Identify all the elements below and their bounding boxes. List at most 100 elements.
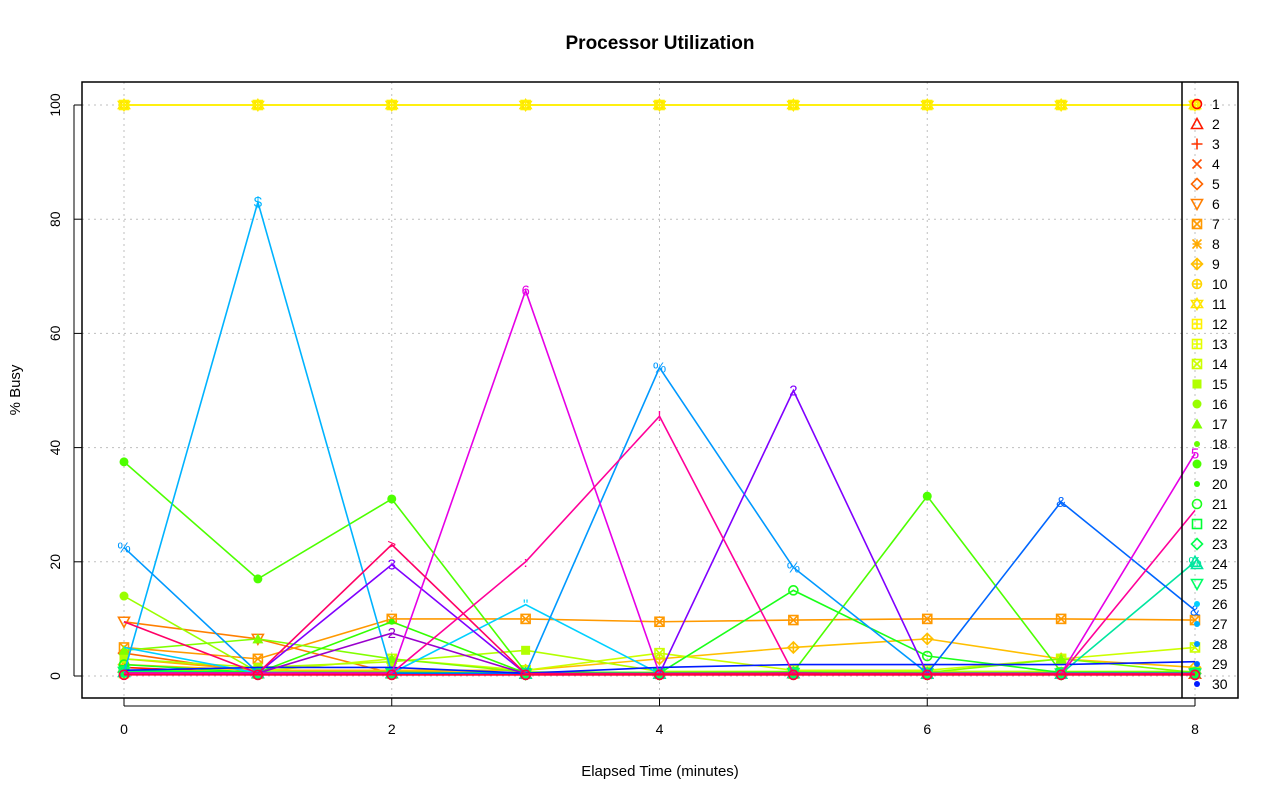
x-tick-label: 2 (388, 721, 396, 737)
point-label: % (117, 540, 130, 557)
series-lines (117, 97, 1202, 681)
x-tick-label: 4 (656, 721, 664, 737)
y-tick-label: 60 (47, 325, 63, 341)
x-tick-label: 8 (1191, 721, 1199, 737)
series-line-30 (123, 660, 1196, 674)
legend-item-4: 4 (1191, 156, 1220, 172)
legend-item-16: 16 (1192, 396, 1228, 412)
point-12-2 (386, 99, 398, 111)
point-7-3 (520, 613, 531, 625)
legend-label: 2 (1212, 116, 1220, 132)
legend-label: 26 (1212, 596, 1228, 612)
legend-label: 18 (1212, 436, 1228, 452)
legend-item-7: 7 (1191, 216, 1220, 232)
legend-marker (1190, 296, 1204, 312)
point-36-2 (386, 669, 398, 681)
legend-label: 27 (1212, 616, 1228, 632)
point-12-6 (921, 99, 933, 111)
legend-item-21: 21 (1191, 496, 1228, 512)
point-9-5 (786, 640, 801, 655)
legend-label: 1 (1212, 96, 1220, 112)
point-36-6 (921, 669, 933, 681)
point-36-1 (252, 669, 264, 681)
series-line-35 (123, 543, 1195, 675)
legend-item-18: 18 (1194, 436, 1228, 452)
point-label: $ (254, 194, 263, 211)
legend-marker (1191, 498, 1203, 510)
point-label: % (653, 360, 666, 377)
legend-marker (1192, 459, 1202, 469)
legend-item-2: 2 (1190, 116, 1220, 132)
legend-item-9: 9 (1190, 256, 1220, 272)
legend-marker (1194, 641, 1200, 647)
legend-label: 17 (1212, 416, 1228, 432)
point-label: 2 (388, 625, 396, 642)
legend-marker (1191, 318, 1203, 330)
legend-label: 7 (1212, 216, 1220, 232)
legend-label: 25 (1212, 576, 1228, 592)
legend-label: 11 (1212, 296, 1227, 312)
legend-label: 19 (1212, 456, 1228, 472)
point-16-0 (119, 591, 129, 601)
legend-marker (1190, 537, 1204, 551)
legend-item-23: 23 (1190, 536, 1228, 552)
y-axis-label: % Busy (7, 364, 24, 415)
legend-marker (1191, 338, 1203, 350)
legend-item-22: 22 (1191, 516, 1228, 532)
point-17-7 (1055, 653, 1067, 664)
point-7-7 (1055, 613, 1067, 625)
legend-item-5: 5 (1190, 176, 1220, 192)
legend-label: 30 (1212, 676, 1228, 692)
point-label: & (1056, 494, 1066, 511)
x-tick-label: 0 (120, 721, 128, 737)
legend-marker (1190, 198, 1204, 212)
legend-item-14: 14 (1191, 356, 1228, 372)
point-7-5 (788, 614, 799, 626)
point-12-5 (788, 99, 799, 111)
legend-item-6: 6 (1190, 196, 1220, 212)
legend-item-1: 1 (1191, 96, 1220, 112)
legend-marker (1191, 518, 1203, 530)
point-7-6 (921, 613, 933, 625)
legend-item-20: 20 (1194, 476, 1228, 492)
point-label: 5 (1191, 445, 1199, 462)
legend-marker (1191, 418, 1203, 429)
legend-item-28: 28 (1194, 636, 1228, 652)
legend-marker (1190, 556, 1204, 570)
legend-label: 12 (1212, 316, 1228, 332)
point-12-7 (1055, 99, 1067, 111)
point-12-4 (654, 99, 665, 111)
series-12 (118, 99, 1201, 111)
legend-item-27: 27 (1194, 616, 1228, 632)
legend-marker (1194, 661, 1200, 667)
point-label: > (387, 537, 396, 554)
legend-item-8: 8 (1191, 236, 1220, 252)
legend-marker (1191, 278, 1203, 290)
legend-label: 5 (1212, 176, 1220, 192)
legend-item-3: 3 (1191, 136, 1220, 152)
legend-marker (1192, 379, 1202, 389)
legend-marker (1190, 578, 1204, 592)
legend-label: 21 (1212, 496, 1228, 512)
legend-item-30: 30 (1194, 676, 1228, 692)
legend-marker (1191, 138, 1203, 150)
point-17-1 (252, 633, 264, 644)
legend-item-13: 13 (1191, 336, 1228, 352)
legend-item-11: 11 (1190, 296, 1227, 312)
legend-label: 23 (1212, 536, 1228, 552)
legend-item-24: 24 (1190, 556, 1228, 572)
point-20-2 (388, 618, 395, 625)
point-19-2 (387, 494, 397, 504)
point-36-7 (1055, 669, 1067, 681)
point-9-6 (920, 632, 934, 646)
y-tick-label: 40 (47, 440, 63, 456)
legend-marker (1190, 177, 1204, 191)
grid-lines (82, 82, 1238, 698)
legend-item-17: 17 (1191, 416, 1228, 432)
legend-label: 9 (1212, 256, 1220, 272)
legend-label: 29 (1212, 656, 1228, 672)
point-15-0 (119, 654, 129, 664)
